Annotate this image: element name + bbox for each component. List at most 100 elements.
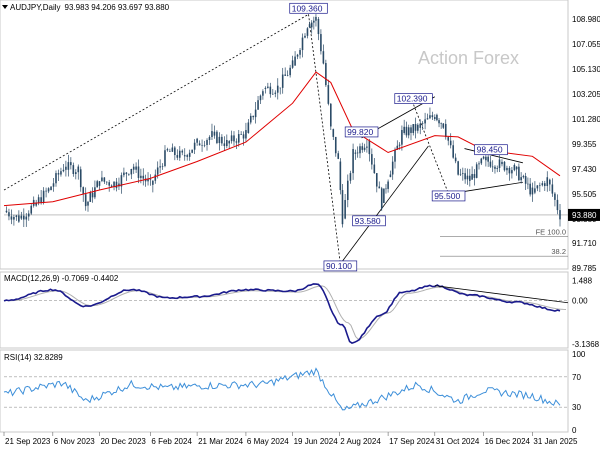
x-axis-tick-label: 6 Feb 2024 bbox=[151, 437, 192, 446]
price-candle-body bbox=[325, 63, 327, 86]
price-candle-body bbox=[52, 183, 55, 187]
price-candle-body bbox=[373, 164, 376, 174]
price-candle-body bbox=[417, 124, 419, 131]
price-candle-body bbox=[228, 141, 231, 144]
price-candle-body bbox=[159, 166, 161, 168]
price-candle-body bbox=[20, 215, 23, 219]
price-candle-body bbox=[398, 144, 401, 146]
current-price-label: 93.880 bbox=[572, 211, 597, 220]
price-candle-body bbox=[191, 149, 193, 153]
price-candle-body bbox=[501, 161, 503, 165]
price-candle-body bbox=[520, 177, 522, 181]
rsi-pane-frame bbox=[0, 349, 569, 433]
price-candle-body bbox=[339, 161, 342, 191]
price-candle-body bbox=[306, 28, 309, 36]
price-candle-body bbox=[123, 172, 125, 176]
x-axis-tick-label: 2 Aug 2024 bbox=[340, 437, 381, 446]
x-axis-tick-label: 20 Dec 2023 bbox=[100, 437, 146, 446]
price-candle-body bbox=[371, 154, 373, 165]
price-candle-body bbox=[291, 60, 294, 68]
price-y-tick-label: 103.205 bbox=[572, 90, 600, 99]
price-candle-body bbox=[503, 161, 506, 171]
price-candle-body bbox=[473, 174, 476, 178]
price-candle-body bbox=[482, 156, 485, 159]
price-candle-body bbox=[356, 152, 359, 154]
price-candle-body bbox=[96, 181, 98, 188]
price-candle-body bbox=[242, 134, 245, 139]
price-candle-body bbox=[310, 22, 313, 28]
price-candle-body bbox=[313, 20, 315, 23]
price-candle-body bbox=[50, 186, 52, 191]
price-candle-body bbox=[178, 150, 181, 158]
price-candle-body bbox=[5, 210, 8, 213]
price-candle-body bbox=[368, 140, 371, 155]
price-candle-body bbox=[294, 56, 296, 66]
price-candle-body bbox=[196, 138, 198, 143]
rsi-y-tick-label: 100 bbox=[572, 350, 586, 359]
collapse-triangle-icon[interactable] bbox=[2, 5, 8, 9]
price-candle-body bbox=[113, 181, 115, 188]
macd-y-axis-labels: 1.488 0.00 -3.1368 bbox=[572, 276, 600, 348]
price-candle-body bbox=[237, 134, 240, 143]
price-y-tick-label: 91.710 bbox=[572, 239, 597, 248]
price-y-tick-label: 89.785 bbox=[572, 264, 597, 273]
rsi-pane: 100 70 30 0 RSI(14) 32.8289 bbox=[0, 349, 586, 435]
price-candle-body bbox=[216, 131, 218, 144]
price-candle-body bbox=[449, 140, 452, 146]
price-candle-body bbox=[403, 126, 405, 134]
price-candle-body bbox=[87, 201, 89, 206]
fib-level-label: 38.2 bbox=[551, 247, 566, 256]
rsi-title: RSI(14) 32.8289 bbox=[4, 353, 63, 362]
price-candle-body bbox=[464, 173, 466, 180]
price-candle-body bbox=[183, 155, 186, 157]
price-candle-body bbox=[13, 217, 15, 220]
price-candle-body bbox=[539, 185, 541, 186]
price-candle-body bbox=[72, 165, 75, 174]
current-price-tag bbox=[568, 208, 600, 221]
x-axis-tick-label: 6 May 2024 bbox=[247, 437, 289, 446]
price-candle-body bbox=[154, 174, 157, 181]
price-candle-body bbox=[491, 166, 494, 168]
price-candle-body bbox=[334, 136, 337, 154]
price-annotation-label: 90.100 bbox=[326, 261, 352, 271]
price-candle-body bbox=[74, 172, 77, 174]
price-candle-body bbox=[186, 155, 189, 157]
macd-title: MACD(12,26,9) -0.7069 -0.4402 bbox=[4, 274, 119, 283]
price-candle-body bbox=[554, 193, 556, 200]
price-candle-body bbox=[213, 131, 216, 136]
x-axis-tick-label: 31 Oct 2024 bbox=[436, 437, 480, 446]
price-y-tick-label: 105.130 bbox=[572, 65, 600, 74]
macd-trendline bbox=[434, 285, 569, 304]
price-candle-body bbox=[436, 114, 438, 121]
price-y-tick-label: 97.430 bbox=[572, 165, 597, 174]
price-candle-body bbox=[264, 87, 267, 89]
price-candle-body bbox=[89, 192, 92, 202]
x-axis-tick-label: 6 Nov 2023 bbox=[54, 437, 95, 446]
price-candle-body bbox=[375, 173, 378, 187]
watermark: Action Forex bbox=[418, 48, 519, 68]
price-candle-body bbox=[344, 200, 346, 219]
price-candle-body bbox=[115, 181, 118, 189]
price-candle-body bbox=[240, 134, 242, 135]
fib-projection-line bbox=[308, 14, 341, 264]
price-candle-body bbox=[543, 183, 546, 187]
price-candle-body bbox=[531, 187, 534, 195]
price-candle-body bbox=[35, 202, 37, 206]
price-candle-body bbox=[249, 115, 252, 123]
price-candle-body bbox=[125, 172, 128, 174]
price-candle-body bbox=[110, 185, 113, 188]
price-candle-body bbox=[262, 91, 264, 96]
price-annotation-box bbox=[474, 144, 508, 156]
price-candle-body bbox=[147, 179, 149, 182]
price-y-tick-label: 101.280 bbox=[572, 115, 600, 124]
price-ohlc-header: 93.983 94.206 93.697 93.880 bbox=[65, 3, 170, 12]
price-y-tick-label: 95.505 bbox=[572, 190, 597, 199]
price-candle-body bbox=[387, 181, 389, 189]
price-annotation-label: 95.500 bbox=[434, 191, 460, 201]
price-annotation-box bbox=[352, 215, 386, 227]
price-candle-body bbox=[438, 120, 440, 124]
price-candle-body bbox=[286, 75, 289, 76]
price-candle-body bbox=[527, 183, 529, 185]
price-candle-body bbox=[485, 156, 487, 161]
price-candle-body bbox=[181, 150, 184, 153]
